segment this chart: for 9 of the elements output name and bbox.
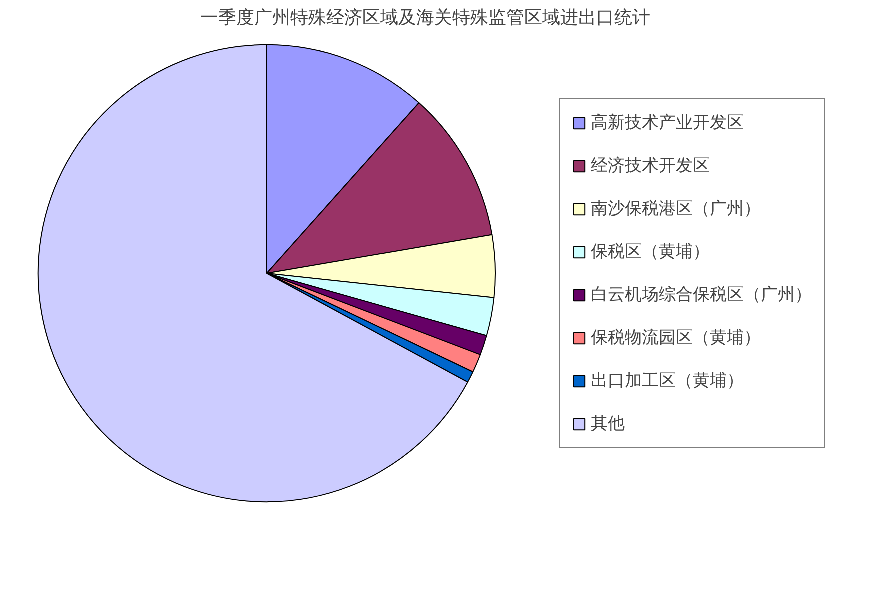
legend-label: 经济技术开发区 bbox=[591, 155, 710, 177]
chart-title: 一季度广州特殊经济区域及海关特殊监管区域进出口统计 bbox=[200, 8, 650, 28]
legend-label: 南沙保税港区（广州） bbox=[591, 198, 761, 220]
legend-label: 白云机场综合保税区（广州） bbox=[591, 284, 812, 306]
legend-label: 其他 bbox=[591, 413, 625, 435]
legend-label: 高新技术产业开发区 bbox=[591, 112, 744, 134]
legend-label: 保税区（黄埔） bbox=[591, 241, 710, 263]
legend-label: 出口加工区（黄埔） bbox=[591, 370, 744, 392]
legend-label: 保税物流园区（黄埔） bbox=[591, 327, 761, 349]
